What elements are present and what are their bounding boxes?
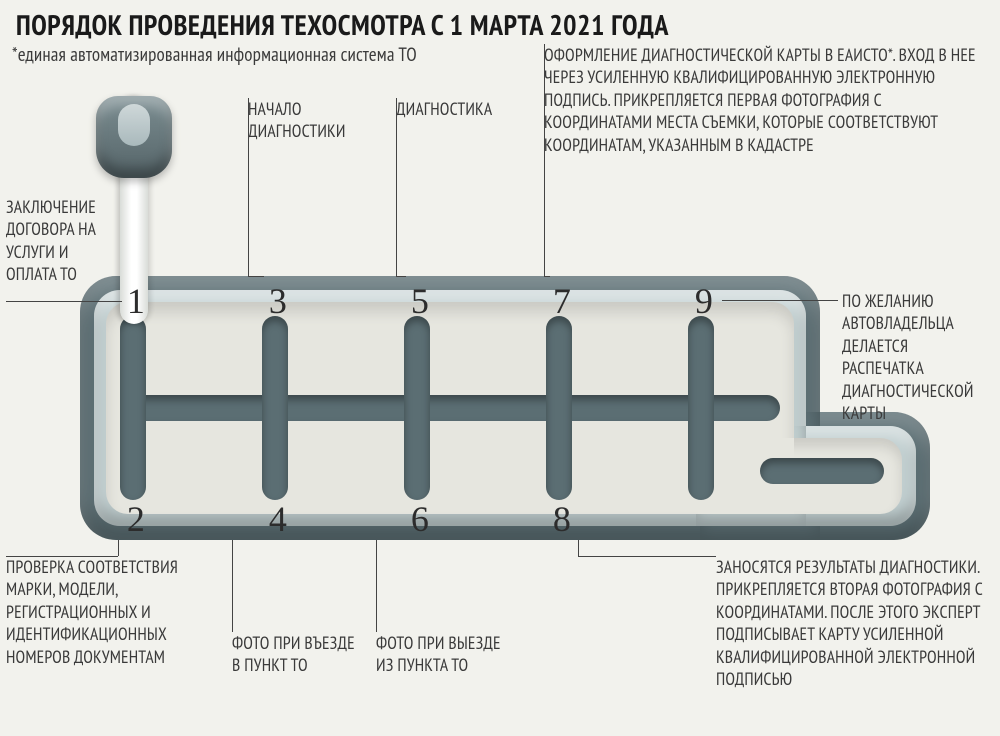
lead-8v: [578, 540, 579, 556]
lead-3h: [248, 276, 264, 277]
lead-7h: [544, 276, 550, 277]
step-3: НАЧАЛО ДИАГНОСТИКИ: [248, 98, 378, 143]
gear-num-8: 8: [553, 498, 571, 540]
lead-5h: [396, 276, 406, 277]
step-2: ПРОВЕРКА СООТВЕТСТВИЯ МАРКИ, МОДЕЛИ, РЕГ…: [6, 556, 186, 668]
slot-3-4: [262, 316, 288, 500]
page-title: ПОРЯДОК ПРОВЕДЕНИЯ ТЕХОСМОТРА С 1 МАРТА …: [16, 6, 990, 43]
lead-7v: [544, 44, 545, 276]
gear-num-7: 7: [553, 280, 571, 322]
step-6: ФОТО ПРИ ВЫЕЗДЕ ИЗ ПУНКТА ТО: [376, 632, 516, 677]
lead-2h: [6, 556, 118, 557]
step-1: ЗАКЛЮЧЕНИЕ ДОГОВОРА НА УСЛУГИ И ОПЛАТА Т…: [6, 196, 116, 286]
lead-2v: [118, 540, 119, 556]
lead-5v: [396, 98, 397, 276]
step-7: ОФОРМЛЕНИЕ ДИАГНОСТИЧЕСКОЙ КАРТЫ В ЕАИСТ…: [544, 44, 984, 156]
gear-num-9: 9: [695, 280, 713, 322]
step-8: ЗАНОСЯТСЯ РЕЗУЛЬТАТЫ ДИАГНОСТИКИ. ПРИКРЕ…: [716, 556, 992, 690]
gear-num-1: 1: [127, 280, 145, 322]
shift-knob: [96, 96, 172, 178]
lead-8h: [578, 556, 716, 557]
step-9: ПО ЖЕЛАНИЮ АВТОВЛАДЕЛЬЦА ДЕЛАЕТСЯ РАСПЕЧ…: [842, 290, 992, 424]
step-5: ДИАГНОСТИКА: [396, 98, 546, 120]
gear-num-6: 6: [411, 498, 429, 540]
slot-5-6: [404, 316, 430, 500]
gear-num-5: 5: [411, 280, 429, 322]
slot-9top-stub: [688, 316, 714, 500]
lead-9: [722, 300, 838, 301]
slot-7-8: [546, 316, 572, 500]
slot-horizontal-ext: [760, 458, 884, 484]
gear-num-3: 3: [269, 280, 287, 322]
gear-num-2: 2: [127, 498, 145, 540]
lead-4v: [232, 540, 233, 632]
lead-3v: [248, 98, 249, 276]
lead-1: [6, 301, 122, 302]
gear-num-4: 4: [269, 498, 287, 540]
slot-1-2: [120, 316, 146, 500]
slot-horizontal: [120, 395, 780, 421]
footnote: *единая автоматизированная информационна…: [12, 44, 432, 68]
lead-6v: [376, 540, 377, 632]
step-4: ФОТО ПРИ ВЪЕЗДЕ В ПУНКТ ТО: [232, 632, 362, 677]
